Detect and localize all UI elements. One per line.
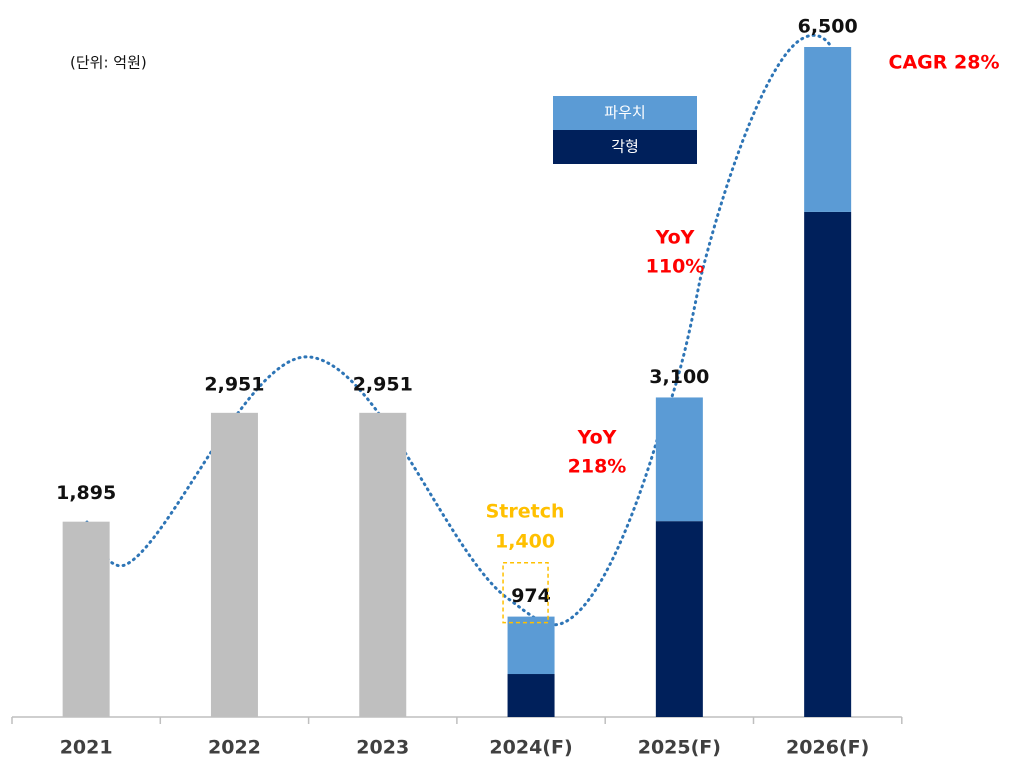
bar-segment — [804, 211, 852, 717]
bar-segment — [507, 674, 555, 717]
total-label: 3,100 — [649, 366, 709, 388]
annotation: 218% — [568, 456, 627, 478]
x-tick-label: 2024(F) — [489, 737, 572, 759]
x-tick-label: 2023 — [356, 737, 409, 759]
legend-swatch — [553, 130, 697, 164]
legend-label: 파우치 — [604, 104, 645, 122]
stretch-label: 1,400 — [495, 531, 555, 553]
total-label: 6,500 — [798, 16, 858, 38]
stretch-text: Stretch — [486, 501, 565, 523]
annotation: YoY — [655, 227, 695, 249]
stretch-box — [502, 561, 549, 624]
bar-segment — [62, 521, 110, 717]
value-label: 2,951 — [353, 373, 413, 395]
x-tick-label: 2021 — [60, 737, 113, 759]
unit-note: (단위: 억원) — [70, 54, 147, 72]
legend-swatch — [553, 96, 697, 130]
x-tick-label: 2022 — [208, 737, 261, 759]
annotation: 110% — [646, 256, 705, 278]
bar-segment — [507, 616, 555, 675]
annotation: CAGR 28% — [889, 52, 1000, 74]
total-label: 974 — [511, 585, 551, 607]
value-label: 1,895 — [56, 482, 116, 504]
x-tick-label: 2025(F) — [638, 737, 721, 759]
annotation: YoY — [577, 427, 617, 449]
legend-label: 각형 — [611, 138, 639, 156]
bar-segment — [210, 412, 258, 717]
x-tick-label: 2026(F) — [786, 737, 869, 759]
bar-segment — [655, 397, 703, 522]
bar-segment — [359, 412, 407, 717]
value-label: 2,951 — [204, 373, 264, 395]
bar-segment — [655, 521, 703, 717]
trend-curve — [85, 33, 832, 627]
bar-segment — [804, 47, 852, 212]
